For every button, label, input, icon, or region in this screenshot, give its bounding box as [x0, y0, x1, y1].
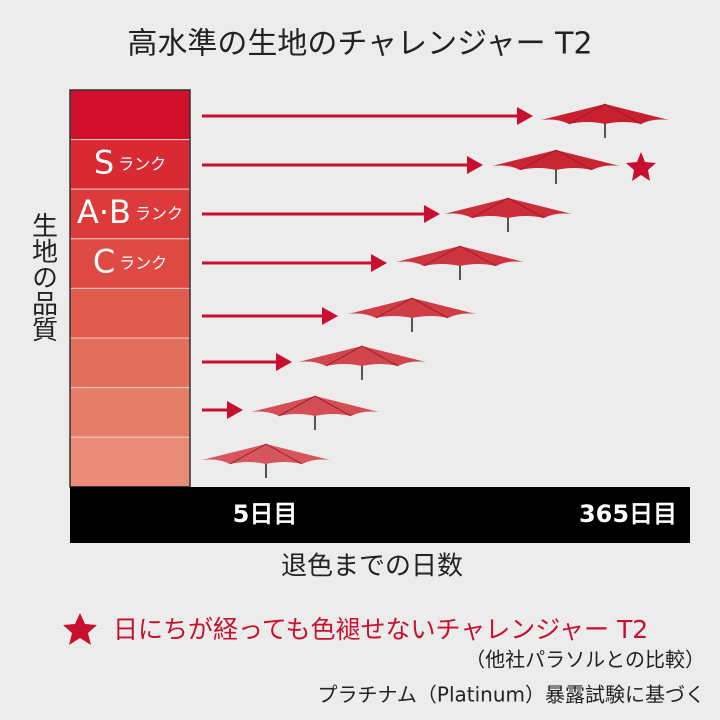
- highlight-star: [626, 152, 656, 181]
- quality-cell: [69, 188, 191, 240]
- umbrella-rib: [361, 345, 399, 367]
- rank-letter: A·B: [77, 193, 131, 231]
- umbrella-canopy: [348, 298, 476, 318]
- umbrella-rib: [229, 443, 267, 465]
- x-axis-label: 退色までの日数: [281, 552, 463, 582]
- umbrella-canopy: [202, 444, 330, 464]
- end-label: 365日目: [579, 500, 677, 528]
- rank-letter: C: [93, 243, 115, 281]
- umbrella-rib: [459, 245, 497, 267]
- umbrella-rib: [411, 297, 449, 319]
- umbrella-canopy: [541, 104, 669, 124]
- arrows-and-umbrellas: [202, 103, 669, 478]
- arrow-head: [322, 307, 338, 325]
- umbrella-rib: [325, 345, 363, 367]
- arrow-head: [517, 107, 533, 125]
- footer-star: [63, 613, 97, 645]
- quality-column-border: [69, 89, 191, 488]
- umbrella-rib: [375, 297, 413, 319]
- rank-label: C ランク: [93, 243, 167, 281]
- umbrella-canopy: [298, 346, 426, 366]
- umbrella-rib: [568, 103, 606, 125]
- umbrella-rib: [265, 443, 303, 465]
- footer-comparison: （他社パラソルとの比較）: [465, 648, 705, 672]
- arrow-head: [227, 401, 243, 419]
- footer-basis: プラチナム（Platinum）暴露試験に基づく: [317, 683, 705, 707]
- quality-cell: [69, 337, 191, 389]
- quality-cell: [69, 387, 191, 438]
- umbrella-rib: [519, 149, 557, 171]
- umbrella-canopy: [492, 150, 620, 170]
- umbrella-rib: [604, 103, 642, 125]
- quality-cell: [69, 287, 191, 339]
- y-axis-label: 生地の品質: [28, 212, 58, 342]
- rank-suffix: ランク: [119, 253, 167, 272]
- umbrella-canopy: [444, 198, 572, 218]
- start-label: 5日目: [233, 500, 298, 528]
- title: 高水準の生地のチャレンジャー T2: [127, 27, 592, 62]
- arrow-head: [276, 353, 292, 371]
- umbrella-rib: [278, 395, 316, 417]
- umbrella-rib: [507, 197, 545, 219]
- arrow-head: [424, 205, 440, 223]
- rank-label: A·B ランク: [77, 193, 183, 231]
- quality-cell: [69, 436, 191, 488]
- rank-suffix: ランク: [118, 154, 166, 173]
- quality-cell: [69, 89, 191, 141]
- umbrella-rib: [423, 245, 461, 267]
- umbrella-rib: [555, 149, 593, 171]
- umbrella-rib: [471, 197, 509, 219]
- umbrella-canopy: [251, 396, 379, 416]
- rank-label: S ランク: [94, 143, 166, 181]
- time-bar: [70, 487, 690, 543]
- umbrella-rib: [314, 395, 352, 417]
- arrow-head: [371, 254, 387, 272]
- quality-cell: [69, 139, 191, 190]
- rank-suffix: ランク: [135, 204, 183, 223]
- quality-cell: [69, 238, 191, 289]
- arrow-head: [467, 156, 483, 174]
- footer-claim: 日にちが経っても色褪せないチャレンジャー T2: [113, 615, 648, 644]
- rank-letter: S: [94, 143, 114, 181]
- umbrella-canopy: [396, 246, 524, 266]
